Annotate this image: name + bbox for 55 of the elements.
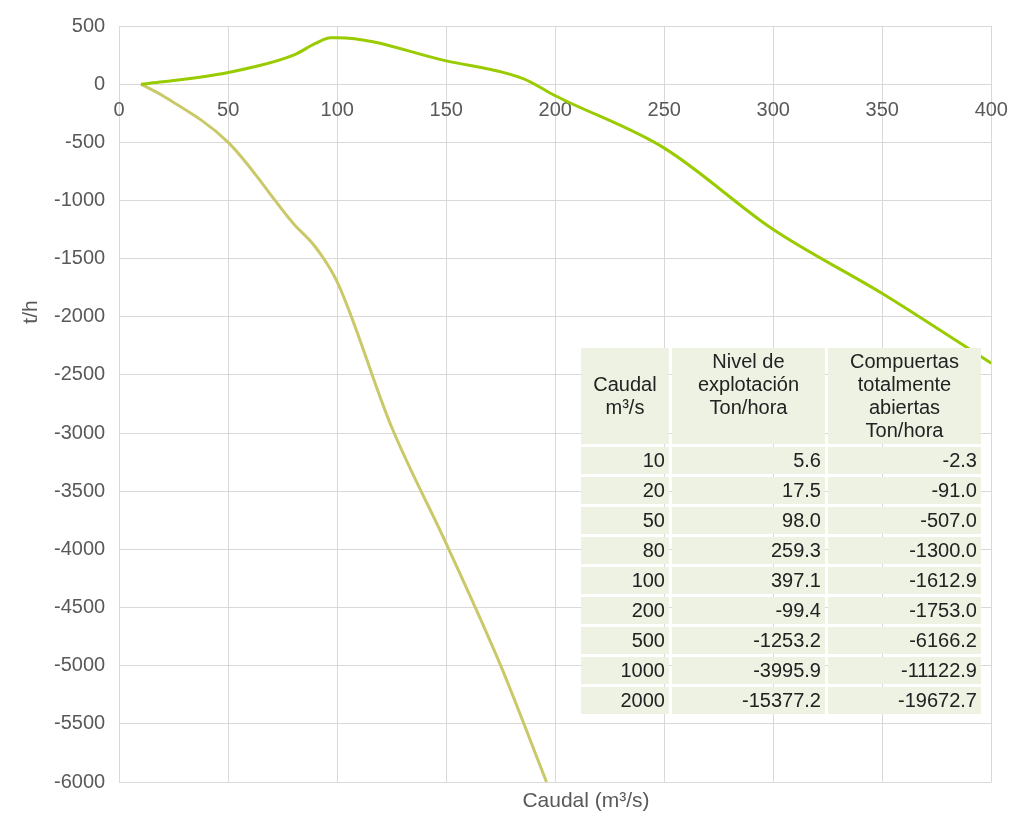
data-label: 397.1 bbox=[672, 567, 825, 594]
y-tick-label: -4500 bbox=[54, 595, 106, 618]
data-label: -2.3 bbox=[828, 447, 981, 474]
category-label: 2000 bbox=[581, 687, 669, 714]
category-label: 10 bbox=[581, 447, 669, 474]
y-tick-label: -5000 bbox=[54, 653, 106, 676]
y-tick-label: -6000 bbox=[54, 769, 106, 792]
data-label: -6166.2 bbox=[828, 627, 981, 654]
category-label: 20 bbox=[581, 477, 669, 504]
data-label: -507.0 bbox=[828, 507, 981, 534]
category-label: 100 bbox=[581, 567, 669, 594]
data-label: -3995.9 bbox=[672, 657, 825, 684]
data-label: 17.5 bbox=[672, 477, 825, 504]
y-tick-label: -5500 bbox=[54, 711, 106, 734]
y-tick-label: 500 bbox=[71, 13, 106, 36]
y-tick-label: -3500 bbox=[54, 478, 106, 501]
data-label: -1300.0 bbox=[828, 537, 981, 564]
data-label: -1253.2 bbox=[672, 627, 825, 654]
data-label: -15377.2 bbox=[672, 687, 825, 714]
x-tick-label: 150 bbox=[429, 97, 463, 120]
y-tick-label: -2500 bbox=[54, 362, 106, 385]
y-tick-label: -1500 bbox=[54, 246, 106, 269]
y-tick-label: -1000 bbox=[54, 187, 106, 210]
data-label: -11122.9 bbox=[828, 657, 981, 684]
series-label: Nivel de explotación Ton/hora bbox=[672, 348, 825, 444]
x-tick-label: 250 bbox=[647, 97, 681, 120]
data-label: 259.3 bbox=[672, 537, 825, 564]
y-tick-label: -500 bbox=[65, 129, 106, 152]
y-axis-title: t/h bbox=[18, 299, 42, 326]
x-axis-title: Caudal (m³/s) bbox=[522, 788, 650, 811]
y-tick-label: -4000 bbox=[54, 536, 106, 559]
x-tick-label: 300 bbox=[756, 97, 790, 120]
data-label: -1612.9 bbox=[828, 567, 981, 594]
x-tick-label: 400 bbox=[974, 97, 1008, 120]
data-label: -91.0 bbox=[828, 477, 981, 504]
category-label: 1000 bbox=[581, 657, 669, 684]
y-tick-label: 0 bbox=[94, 71, 106, 94]
data-label: -99.4 bbox=[672, 597, 825, 624]
y-tick-label: -3000 bbox=[54, 420, 106, 443]
data-label: -1753.0 bbox=[828, 597, 981, 624]
category-label: 50 bbox=[581, 507, 669, 534]
data-label: -19672.7 bbox=[828, 687, 981, 714]
x-tick-label: 0 bbox=[113, 97, 125, 120]
category-label: 200 bbox=[581, 597, 669, 624]
series-label: Compuertas totalmente abiertas Ton/hora bbox=[828, 348, 981, 444]
x-tick-label: 200 bbox=[538, 97, 572, 120]
category-label: 80 bbox=[581, 537, 669, 564]
x-tick-label: 350 bbox=[865, 97, 899, 120]
category-label: 500 bbox=[581, 627, 669, 654]
data-label: 5.6 bbox=[672, 447, 825, 474]
x-tick-label: 100 bbox=[320, 97, 354, 120]
x-tick-label: 50 bbox=[217, 97, 240, 120]
data-label: 98.0 bbox=[672, 507, 825, 534]
y-tick-label: -2000 bbox=[54, 304, 106, 327]
text: Caudal m³/s bbox=[581, 348, 669, 444]
